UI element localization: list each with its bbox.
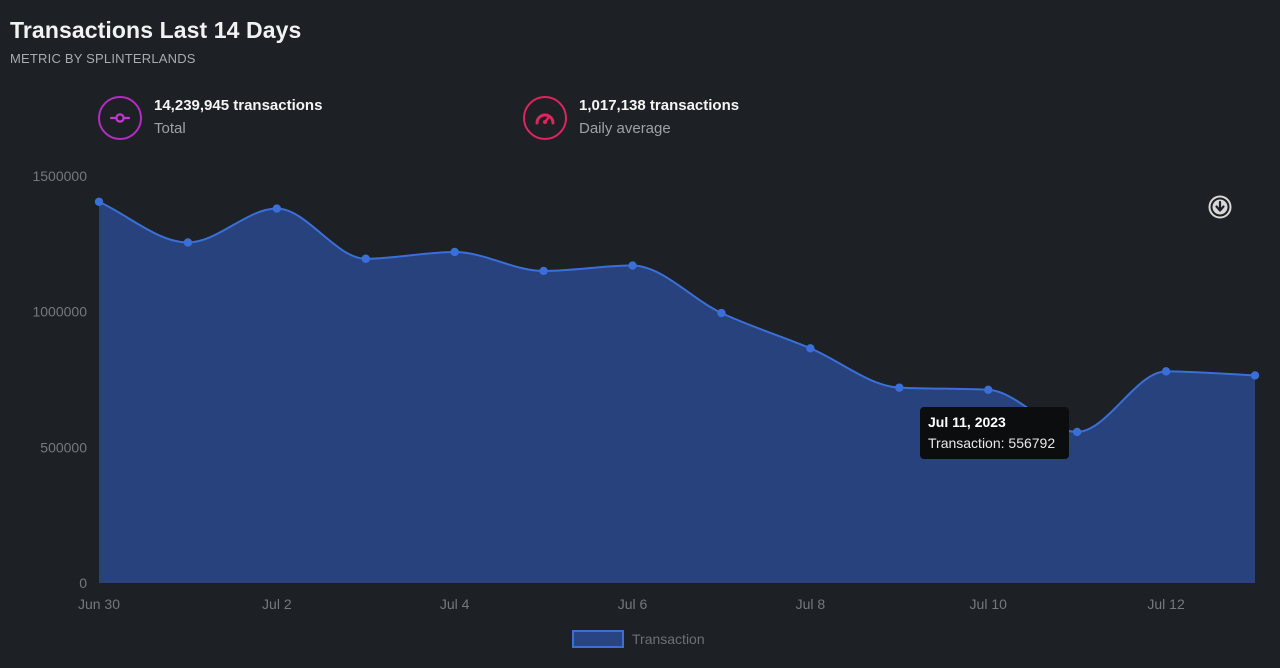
page-title: Transactions Last 14 Days bbox=[10, 17, 302, 43]
legend-swatch bbox=[572, 630, 624, 648]
data-point-jul-12 bbox=[1161, 367, 1171, 376]
data-point-jul-4 bbox=[450, 247, 459, 257]
stat-total-value: 14,239,945 transactions bbox=[154, 97, 323, 114]
tooltip-title: Jul 11, 2023 bbox=[928, 414, 1006, 430]
download-button[interactable] bbox=[1208, 195, 1232, 219]
data-point-jul-6 bbox=[628, 261, 637, 270]
download-icon bbox=[1208, 195, 1232, 219]
data-point-jun-30 bbox=[94, 197, 104, 206]
y-tick-label: 0 bbox=[79, 575, 87, 591]
data-point-jul-7 bbox=[717, 308, 726, 318]
y-tick-label: 1000000 bbox=[32, 304, 87, 320]
stat-daily-average: 1,017,138 transactions Daily average bbox=[523, 95, 739, 141]
data-point-jul-13 bbox=[1250, 371, 1260, 380]
stat-daily-average-value: 1,017,138 transactions bbox=[579, 97, 740, 114]
data-point-jul-3 bbox=[361, 254, 370, 263]
legend-label: Transaction bbox=[632, 631, 705, 647]
tooltip-body: Transaction: 556792 bbox=[928, 435, 1056, 451]
y-tick-label: 500000 bbox=[40, 439, 87, 455]
x-tick-label: Jul 4 bbox=[440, 596, 470, 612]
data-point-jul-1 bbox=[183, 238, 193, 247]
x-tick-label: Jul 10 bbox=[970, 596, 1008, 612]
data-point-jul-11 bbox=[1072, 427, 1082, 437]
x-tick-label: Jul 12 bbox=[1147, 596, 1185, 612]
legend-item-transaction[interactable]: Transaction bbox=[572, 630, 705, 648]
stat-total-label: Total bbox=[154, 120, 186, 137]
data-point-jul-9 bbox=[895, 383, 904, 392]
series-area-transaction bbox=[99, 201, 1255, 583]
x-tick-label: Jul 8 bbox=[796, 596, 826, 612]
data-point-jul-2 bbox=[272, 204, 282, 213]
stat-daily-average-label: Daily average bbox=[579, 120, 671, 137]
speedometer-icon bbox=[523, 96, 567, 140]
data-point-jul-10 bbox=[984, 385, 993, 395]
x-tick-label: Jul 6 bbox=[618, 596, 648, 612]
page-subtitle: METRIC BY SPLINTERLANDS bbox=[10, 51, 196, 66]
commit-icon bbox=[98, 96, 142, 140]
stat-total: 14,239,945 transactions Total bbox=[98, 95, 322, 141]
x-tick-label: Jul 2 bbox=[262, 596, 292, 612]
data-point-jul-5 bbox=[539, 266, 548, 276]
chart-tooltip: Jul 11, 2023 Transaction: 556792 bbox=[920, 407, 1069, 459]
x-tick-label: Jun 30 bbox=[78, 596, 120, 612]
y-tick-label: 1500000 bbox=[32, 168, 87, 184]
data-point-jul-8 bbox=[806, 344, 815, 353]
